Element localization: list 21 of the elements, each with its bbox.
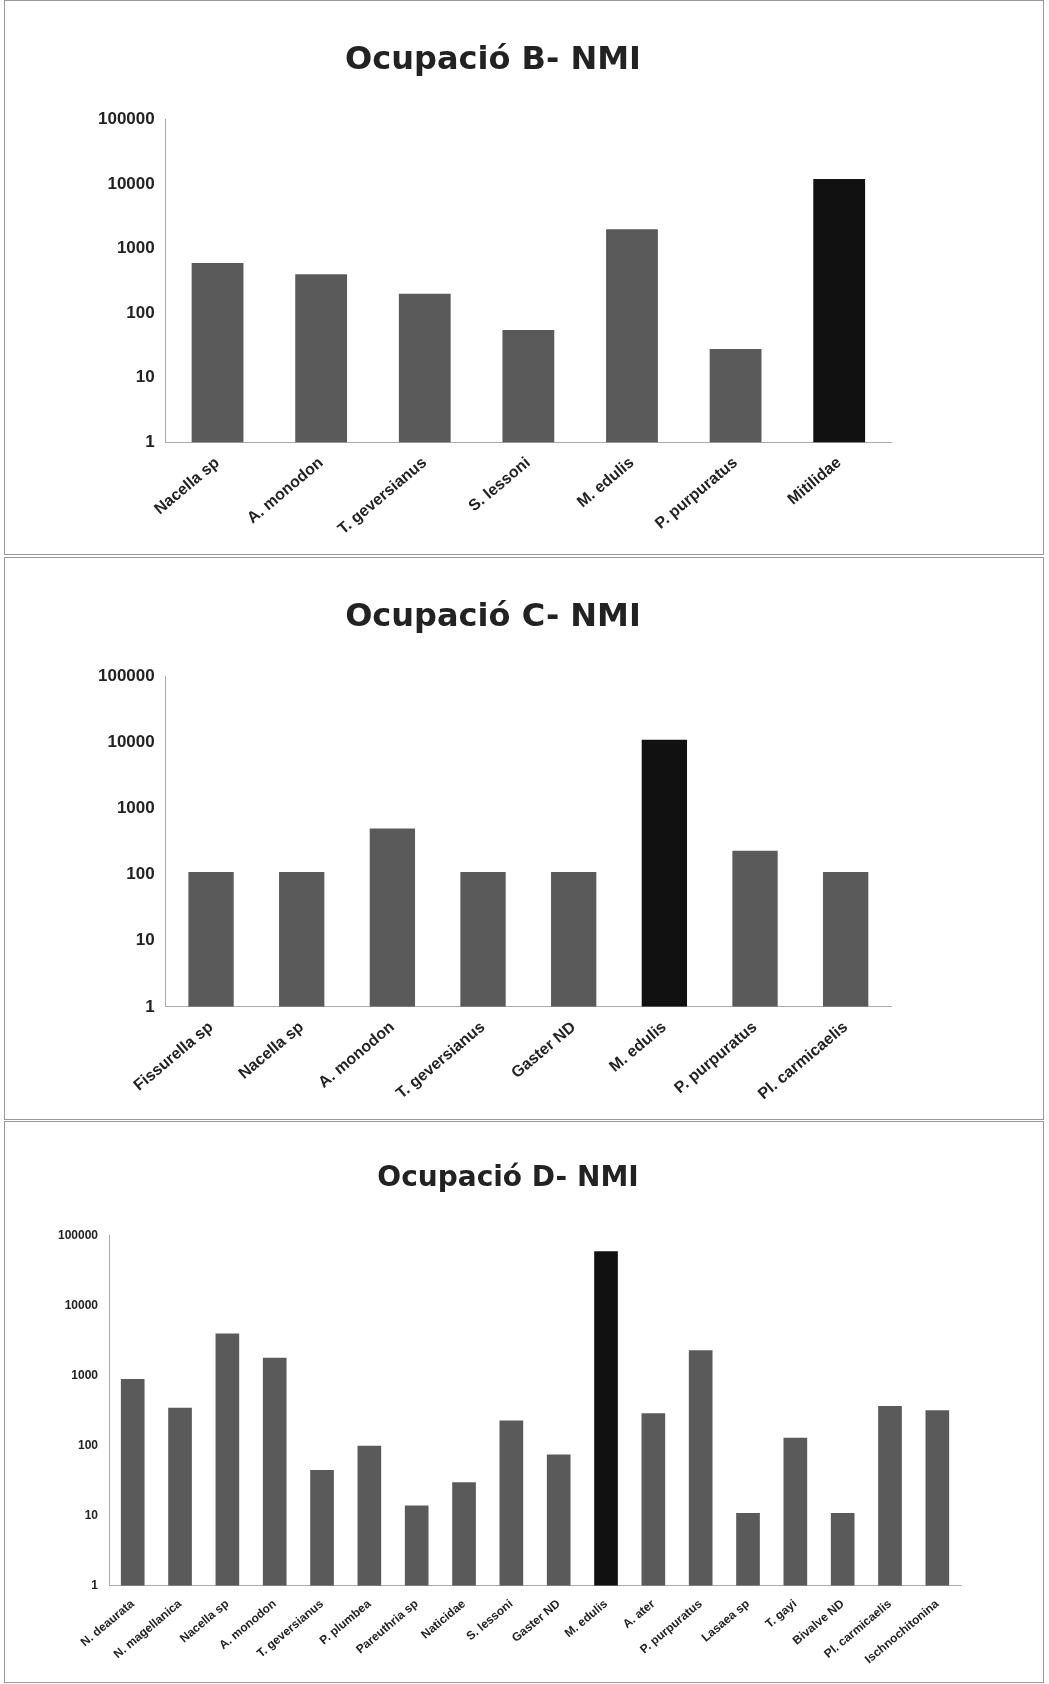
- y-tick-label: 10000: [107, 732, 155, 752]
- y-tick-label: 100000: [97, 666, 155, 686]
- chart-title: Ocupació D- NMI: [377, 1160, 639, 1194]
- y-tick-label: 10: [135, 930, 155, 950]
- chart-title: Ocupació C- NMI: [345, 595, 641, 634]
- y-tick-label: 1: [145, 432, 155, 452]
- y-tick-label: 10000: [107, 173, 155, 193]
- y-tick-label: 100000: [58, 1227, 99, 1242]
- y-tick-label: 1: [91, 1578, 99, 1593]
- y-tick-label: 10: [135, 367, 155, 387]
- chart-title: Ocupació B- NMI: [345, 38, 641, 77]
- y-tick-label: 100: [126, 302, 155, 322]
- y-tick-label: 1: [145, 996, 155, 1016]
- y-tick-label: 100: [126, 864, 155, 884]
- y-tick-label: 100: [78, 1438, 99, 1453]
- y-tick-label: 10: [84, 1508, 99, 1523]
- y-tick-label: 1000: [116, 798, 155, 818]
- y-tick-label: 100000: [97, 109, 155, 129]
- y-tick-label: 1000: [116, 238, 155, 258]
- y-tick-label: 1000: [71, 1368, 99, 1382]
- y-tick-label: 10000: [64, 1297, 99, 1312]
